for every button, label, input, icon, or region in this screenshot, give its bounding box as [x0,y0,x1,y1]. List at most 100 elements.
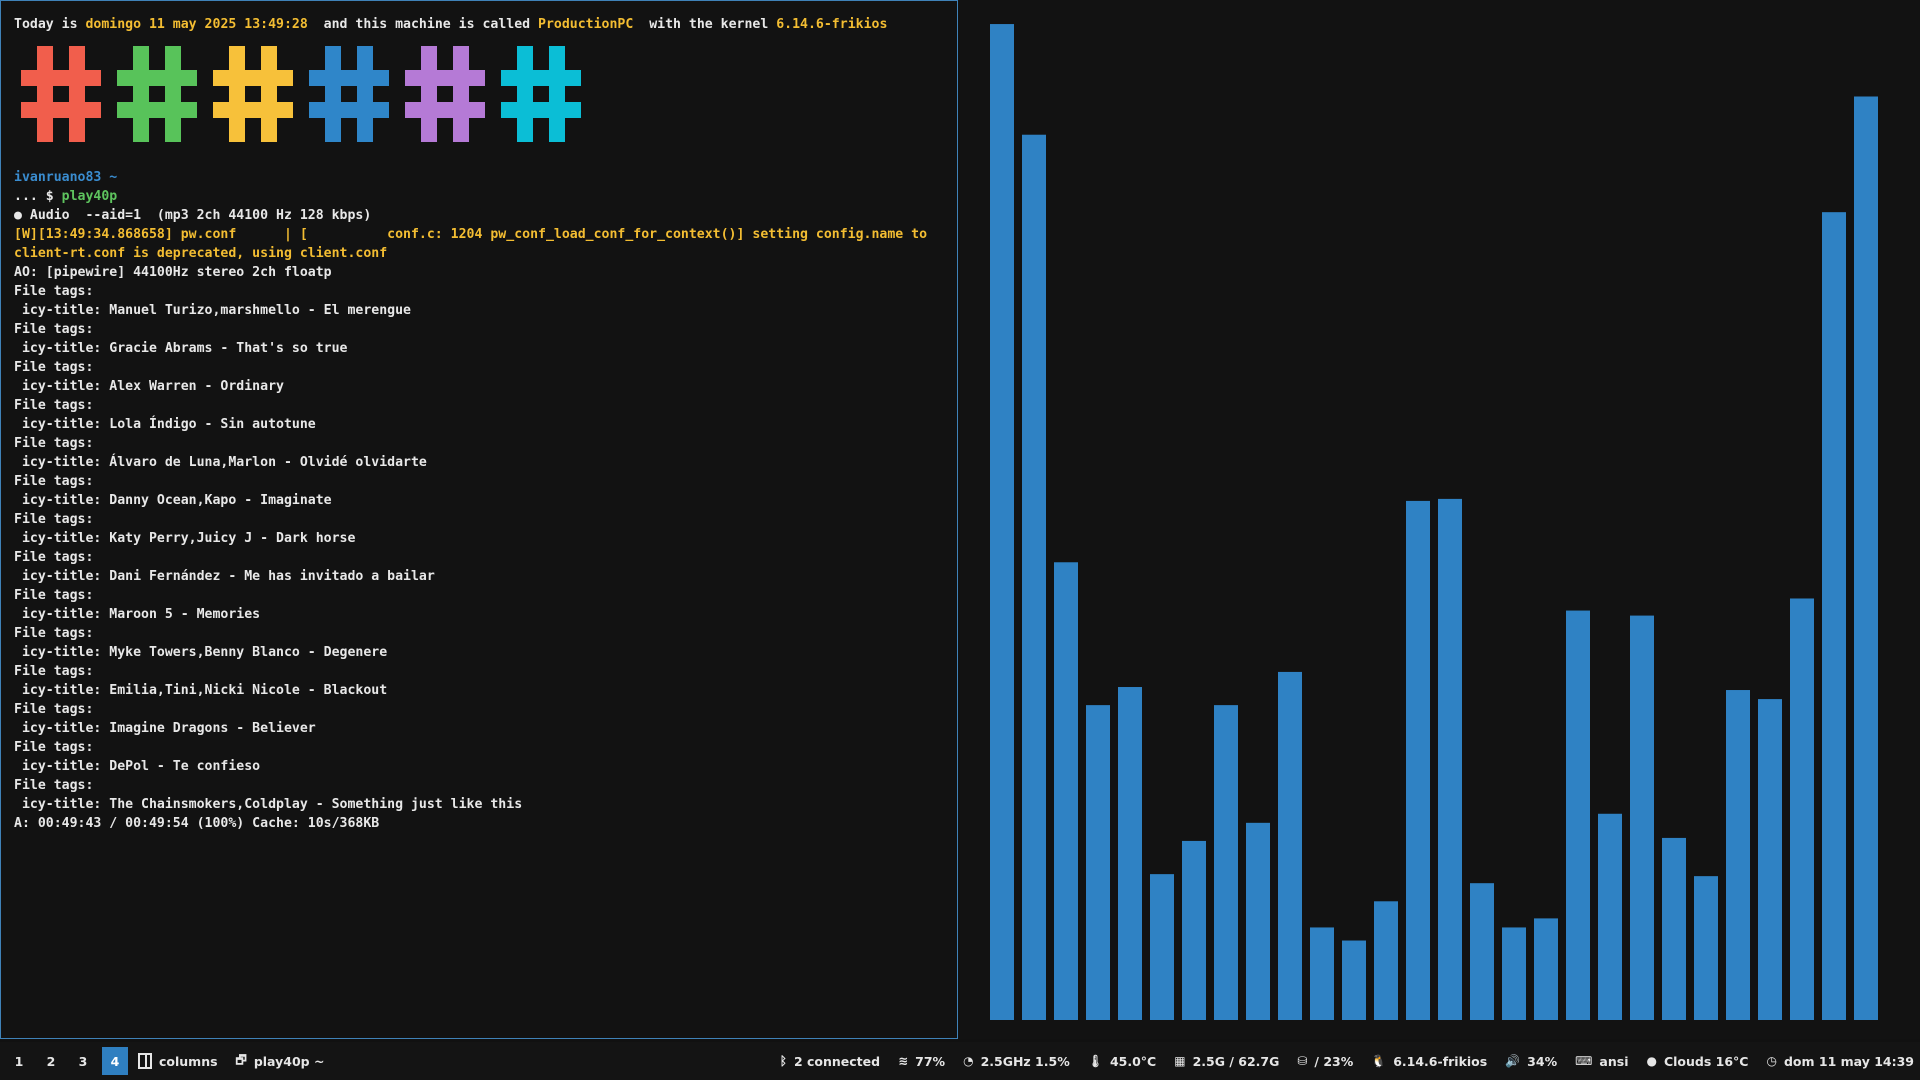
visualizer-bar [1246,822,1270,1020]
visualizer-bar [1470,883,1494,1020]
warning-line: [W][13:49:34.868658] pw.conf | [ conf.c:… [14,227,936,261]
file-tags-label: File tags: [14,398,94,413]
hash-logo-icon [501,46,581,142]
visualizer-bar [1278,671,1302,1020]
cpu-label: 2.5GHz 1.5% [980,1053,1070,1069]
visualizer-bar [1566,610,1590,1020]
status-right: ᛒ 2 connected ≋ 77% ◔ 2.5GHz 1.5% 🌡 45.0°C ▦… [762,1042,1914,1080]
file-tags-label: File tags: [14,740,94,755]
file-tags-label: File tags: [14,702,94,717]
file-tags-label: File tags: [14,436,94,451]
workspace-2[interactable]: 2 [46,1053,56,1069]
track-title: icy-title: Gracie Abrams - That's so tru… [14,341,348,356]
workspace-1[interactable]: 1 [14,1053,24,1069]
file-tags-label: File tags: [14,588,94,603]
window-title[interactable]: 🗗 play40p ~ [236,1051,325,1072]
header-date: domingo 11 may 2025 13:49:28 [85,17,308,32]
terminal-window[interactable]: Today is domingo 11 may 2025 13:49:28 an… [0,0,958,1039]
track-title: icy-title: Danny Ocean,Kapo - Imaginate [14,493,332,508]
window-icon: 🗗 [235,1052,247,1067]
bluetooth-label: 2 connected [793,1053,881,1069]
track-title: icy-title: Maroon 5 - Memories [14,607,261,622]
visualizer-bar [1150,874,1174,1020]
visualizer-bar [1598,813,1622,1020]
track-title: icy-title: The Chainsmokers,Coldplay - S… [14,797,523,812]
keyboard-status[interactable]: ⌨ ansi [1575,1054,1628,1069]
bluetooth-icon: ᛒ [779,1054,787,1068]
window-title-label: play40p ~ [253,1053,325,1069]
temperature-status[interactable]: 🌡 45.0°C [1088,1054,1157,1069]
memory-label: 2.5G / 62.7G [1192,1053,1280,1069]
volume-label: 34% [1527,1053,1558,1069]
track-title: icy-title: DePol - Te confieso [14,759,261,774]
visualizer-bar [1182,840,1206,1020]
visualizer-bar [1022,134,1046,1021]
hash-logo-icon [405,46,485,142]
visualizer-bar [1630,615,1654,1020]
disk-label: / 23% [1314,1053,1354,1069]
visualizer-bar [1438,498,1462,1021]
file-tags-label: File tags: [14,664,94,679]
workspace-3[interactable]: 3 [78,1053,88,1069]
file-tags-label: File tags: [14,626,94,641]
audio-output-line: AO: [pipewire] 44100Hz stereo 2ch floatp [14,265,332,280]
visualizer-bar [1822,212,1846,1020]
track-title: icy-title: Myke Towers,Benny Blanco - De… [14,645,388,660]
visualizer-bar [1502,927,1526,1020]
hash-logo-icon [117,46,197,142]
kernel-status[interactable]: 🐧 6.14.6-frikios [1371,1054,1487,1069]
file-tags-label: File tags: [14,284,94,299]
header-line: Today is domingo 11 may 2025 13:49:28 an… [14,15,944,34]
kernel-label: 6.14.6-frikios [1393,1053,1488,1069]
track-title: icy-title: Dani Fernández - Me has invit… [14,569,435,584]
track-title: icy-title: Lola Índigo - Sin autotune [14,417,316,432]
volume-status[interactable]: 🔊 34% [1505,1054,1557,1069]
keyboard-label: ansi [1599,1053,1629,1069]
thermometer-icon: 🌡 [1087,1054,1103,1068]
visualizer-bar [1854,96,1878,1020]
header-kernel: 6.14.6-frikios [776,17,888,32]
cloud-icon: ● [1646,1054,1657,1068]
file-tags-label: File tags: [14,778,94,793]
temperature-label: 45.0°C [1109,1053,1157,1069]
visualizer-bar [1086,705,1110,1020]
workspace-4[interactable]: 4 [102,1047,128,1075]
track-title: icy-title: Manuel Turizo,marshmello - El… [14,303,411,318]
playback-status-line: A: 00:49:43 / 00:49:54 (100%) Cache: 10s… [14,816,380,831]
disk-status[interactable]: ⛁ / 23% [1297,1054,1353,1069]
memory-chip-icon: ▦ [1174,1054,1186,1068]
header-kernel-prefix: with the kernel [633,17,777,32]
hash-logo-icon [21,46,101,142]
visualizer-bar [1310,927,1334,1020]
cpu-status[interactable]: ◔ 2.5GHz 1.5% [963,1054,1070,1069]
keyboard-icon: ⌨ [1575,1054,1593,1068]
memory-status[interactable]: ▦ 2.5G / 62.7G [1174,1054,1279,1069]
wifi-status[interactable]: ≋ 77% [898,1054,945,1069]
visualizer-bar [1694,876,1718,1020]
bluetooth-status[interactable]: ᛒ 2 connected [780,1054,880,1069]
visualizer-bar [1118,687,1142,1020]
prompt-user: ivanruano83 ~ [14,170,118,185]
visualizer-bar [1790,598,1814,1020]
visualizer-bar [1374,901,1398,1020]
clock-icon: ◷ [1766,1054,1777,1068]
file-tags-label: File tags: [14,474,94,489]
header-middle: and this machine is called [307,17,539,32]
file-tags-label: File tags: [14,512,94,527]
header-machine: ProductionPC [538,17,634,32]
track-title: icy-title: Imagine Dragons - Believer [14,721,316,736]
audio-visualizer [960,0,1920,1039]
clock-status[interactable]: ◷ dom 11 may 14:39 [1766,1054,1914,1069]
track-title: icy-title: Álvaro de Luna,Marlon - Olvid… [14,455,427,470]
weather-status[interactable]: ● Clouds 16°C [1646,1054,1748,1069]
audio-info-line: ● Audio --aid=1 (mp3 2ch 44100 Hz 128 kb… [14,208,372,223]
prompt-line: ... $ play40p [14,187,944,206]
visualizer-bar [1534,918,1558,1020]
visualizer-bar [1758,699,1782,1020]
layout-indicator[interactable]: columns [138,1053,218,1069]
file-tags-label: File tags: [14,322,94,337]
visualizer-bar [1662,837,1686,1020]
